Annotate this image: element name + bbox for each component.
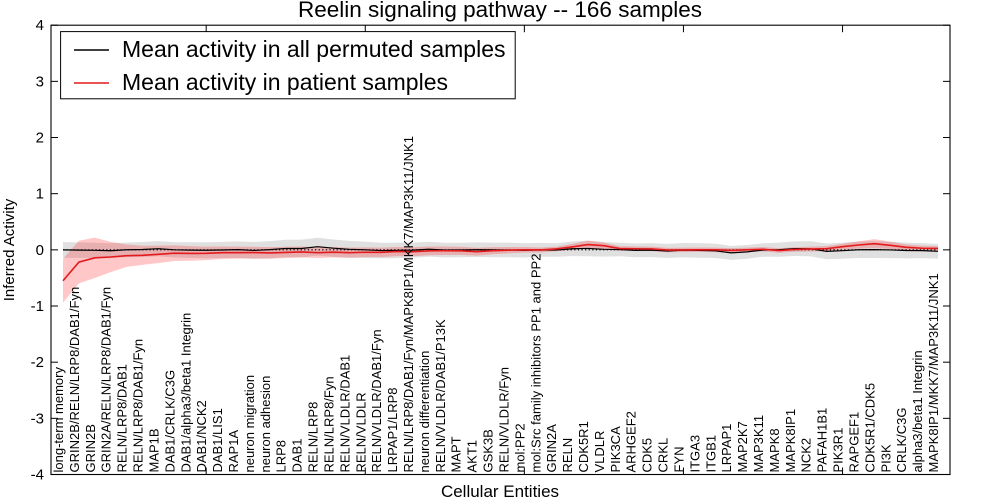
svg-text:neuron migration: neuron migration: [242, 375, 257, 473]
svg-text:RELN/VLDLR: RELN/VLDLR: [353, 392, 368, 472]
svg-text:-2: -2: [31, 354, 44, 371]
svg-text:Reelin signaling pathway -- 16: Reelin signaling pathway -- 166 samples: [298, 0, 702, 22]
svg-text:PI3K: PI3K: [878, 444, 893, 473]
svg-text:-3: -3: [31, 410, 44, 427]
svg-text:PIK3R1: PIK3R1: [831, 428, 846, 473]
svg-text:ITGA3: ITGA3: [687, 435, 702, 473]
svg-text:RELN/LRP8/DAB1/Fyn: RELN/LRP8/DAB1/Fyn: [131, 339, 146, 473]
svg-text:MAPT: MAPT: [449, 436, 464, 472]
svg-text:GRIN2A: GRIN2A: [544, 424, 559, 473]
svg-text:RELN/VLDLR/DAB1: RELN/VLDLR/DAB1: [337, 355, 352, 473]
svg-text:mol:Src family inhibitors PP1: mol:Src family inhibitors PP1 and PP2: [528, 254, 543, 473]
svg-text:CDK5R1/CDK5: CDK5R1/CDK5: [862, 383, 877, 473]
svg-text:MAPK8IP1/MKK7/MAP3K11/JNK1: MAPK8IP1/MKK7/MAP3K11/JNK1: [926, 273, 941, 472]
svg-text:DAB1/CRLK/C3G: DAB1/CRLK/C3G: [162, 370, 177, 473]
svg-text:neuron adhesion: neuron adhesion: [258, 376, 273, 473]
svg-text:-4: -4: [31, 467, 44, 484]
svg-text:GRIN2A/RELN/LRP8/DAB1/Fyn: GRIN2A/RELN/LRP8/DAB1/Fyn: [99, 287, 114, 473]
svg-text:MAP2K7: MAP2K7: [735, 421, 750, 472]
svg-text:alpha3/beta1 Integrin: alpha3/beta1 Integrin: [910, 350, 925, 472]
svg-text:DAB1: DAB1: [290, 439, 305, 473]
svg-text:PIK3CA: PIK3CA: [608, 426, 623, 473]
svg-text:MAP3K11: MAP3K11: [751, 415, 766, 473]
svg-text:2: 2: [36, 130, 44, 147]
svg-text:RELN: RELN: [560, 438, 575, 473]
svg-text:mol:PP2: mol:PP2: [512, 423, 527, 472]
svg-text:RELN/LRP8/DAB1/Fyn/MAPK8IP1/MK: RELN/LRP8/DAB1/Fyn/MAPK8IP1/MKK7/MAP3K11…: [401, 136, 416, 472]
svg-text:VLDLR: VLDLR: [592, 431, 607, 473]
svg-text:Cellular Entities: Cellular Entities: [441, 482, 559, 500]
svg-text:Mean activity in all permuted: Mean activity in all permuted samples: [122, 36, 506, 62]
svg-text:CDK5: CDK5: [640, 438, 655, 473]
svg-text:DAB1/LIS1: DAB1/LIS1: [210, 408, 225, 472]
svg-text:RELN/LRP8/DAB1: RELN/LRP8/DAB1: [115, 364, 130, 472]
svg-text:RELN/VLDLR/DAB1/Fyn: RELN/VLDLR/DAB1/Fyn: [369, 329, 384, 472]
svg-text:GRIN2B/RELN/LRP8/DAB1/Fyn: GRIN2B/RELN/LRP8/DAB1/Fyn: [67, 287, 82, 473]
svg-text:RAP1A: RAP1A: [226, 430, 241, 473]
svg-text:ITGB1: ITGB1: [703, 435, 718, 473]
svg-text:RELN/VLDLR/DAB1/P13K: RELN/VLDLR/DAB1/P13K: [433, 319, 448, 473]
svg-text:CRLK/C3G: CRLK/C3G: [894, 407, 909, 472]
svg-text:LRPAP1: LRPAP1: [719, 424, 734, 473]
svg-text:Mean activity in patient sampl: Mean activity in patient samples: [122, 69, 448, 95]
svg-text:MAP1B: MAP1B: [146, 428, 161, 472]
svg-text:RELN/LRP8/Fyn: RELN/LRP8/Fyn: [321, 376, 336, 472]
svg-text:1: 1: [36, 186, 44, 203]
svg-text:ARHGEF2: ARHGEF2: [624, 411, 639, 472]
svg-text:4: 4: [36, 17, 44, 34]
svg-text:0: 0: [36, 242, 44, 259]
svg-text:long-term memory: long-term memory: [51, 367, 66, 473]
svg-text:RAPGEF1: RAPGEF1: [846, 412, 861, 473]
svg-text:MAPK8: MAPK8: [767, 428, 782, 472]
svg-text:RELN/VLDLR/Fyn: RELN/VLDLR/Fyn: [496, 367, 511, 472]
svg-text:RELN/LRP8: RELN/LRP8: [306, 402, 321, 473]
svg-text:DAB1/NCK2: DAB1/NCK2: [194, 400, 209, 472]
svg-text:MAPK8IP1: MAPK8IP1: [783, 409, 798, 473]
svg-text:GRIN2B: GRIN2B: [83, 424, 98, 472]
svg-text:AKT1: AKT1: [465, 440, 480, 473]
svg-text:NCK2: NCK2: [799, 438, 814, 473]
svg-text:PAFAH1B1: PAFAH1B1: [815, 408, 830, 473]
svg-text:3: 3: [36, 73, 44, 90]
svg-text:GSK3B: GSK3B: [481, 429, 496, 472]
svg-text:FYN: FYN: [671, 447, 686, 473]
svg-text:CRKL: CRKL: [656, 438, 671, 473]
svg-text:DAB1/alpha3/beta1 Integrin: DAB1/alpha3/beta1 Integrin: [178, 313, 193, 473]
svg-text:neuron differentiation: neuron differentiation: [417, 351, 432, 473]
svg-text:LRP8: LRP8: [274, 440, 289, 473]
svg-text:LRPAP1/LRP8: LRPAP1/LRP8: [385, 387, 400, 472]
svg-text:-1: -1: [31, 298, 44, 315]
svg-text:CDK5R1: CDK5R1: [576, 421, 591, 472]
svg-text:Inferred Activity: Inferred Activity: [1, 198, 18, 301]
